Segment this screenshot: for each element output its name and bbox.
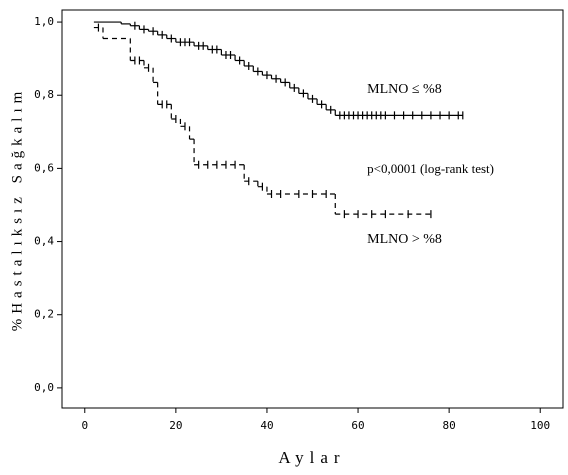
y-tick-label: 0,8 — [34, 88, 54, 101]
x-tick-label: 20 — [169, 419, 182, 432]
y-tick-label: 1,0 — [34, 15, 54, 28]
series-label: MLNO > %8 — [367, 232, 442, 247]
x-tick-label: 0 — [81, 419, 88, 432]
y-axis-label: %Hastalıksız Sağkalım — [9, 87, 25, 332]
y-tick-label: 0,4 — [34, 235, 54, 248]
plot-frame — [61, 9, 564, 409]
x-axis-label: Aylar — [278, 448, 345, 467]
y-tick-label: 0,2 — [34, 308, 54, 321]
y-tick-label: 0,0 — [34, 381, 54, 394]
y-tick-label: 0,6 — [34, 161, 54, 174]
x-tick-label: 100 — [530, 419, 550, 432]
series-label: MLNO ≤ %8 — [367, 82, 442, 97]
x-tick-label: 80 — [443, 419, 456, 432]
x-tick-label: 40 — [260, 419, 273, 432]
x-tick-label: 60 — [351, 419, 364, 432]
annotation: p<0,0001 (log-rank test) — [367, 161, 494, 176]
